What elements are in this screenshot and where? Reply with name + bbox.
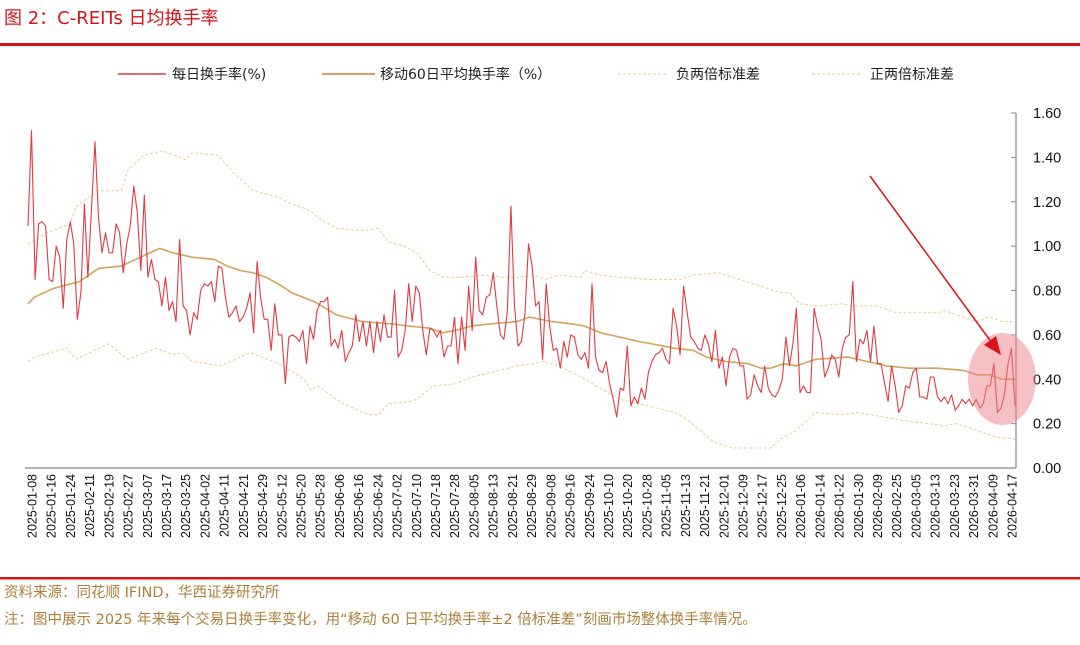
x-tick-label: 2025-07-28 [448, 474, 462, 538]
legend-label-ma: 移动60日平均换手率（%） [380, 66, 551, 83]
x-tick-label: 2025-06-06 [333, 474, 347, 538]
x-tick-label: 2025-03-07 [141, 474, 155, 538]
x-tick-label: 2025-03-25 [179, 474, 193, 538]
y-tick-label: 0.60 [1033, 328, 1061, 344]
y-tick-label: 1.20 [1033, 195, 1061, 211]
x-tick-label: 2026-04-09 [986, 474, 1000, 538]
x-tick-label: 2025-06-24 [371, 474, 385, 538]
annotation-arrow-line [869, 175, 993, 344]
x-tick-label: 2025-08-21 [506, 474, 520, 538]
x-tick-label: 2026-03-31 [967, 474, 981, 538]
series-ma60 [27, 247, 1015, 381]
y-tick-label: 1.40 [1033, 150, 1061, 166]
x-tick-label: 2026-03-13 [929, 474, 943, 538]
title-divider [0, 43, 1080, 46]
x-tick-label: 2026-01-22 [833, 474, 847, 538]
highlight-ellipse [968, 333, 1036, 425]
x-tick-label: 2025-12-09 [736, 474, 750, 538]
highlight-annotation [869, 175, 1036, 425]
series-group [27, 130, 1016, 449]
x-tick-label: 2025-09-08 [544, 474, 558, 538]
x-tick-label: 2025-07-10 [410, 474, 424, 538]
x-tick-label: 2025-08-13 [487, 474, 501, 538]
x-tick-label: 2026-01-14 [813, 474, 827, 538]
x-tick-label: 2025-12-25 [775, 474, 789, 538]
y-tick-label: 0.20 [1033, 417, 1061, 433]
legend-label-lower: 负两倍标准差 [676, 67, 760, 83]
x-tick-label: 2026-04-17 [1006, 474, 1020, 538]
x-tick-label: 2025-05-12 [275, 474, 289, 538]
x-tick-label: 2025-03-17 [160, 474, 174, 538]
series-daily-turnover [27, 130, 1016, 418]
x-tick-label: 2025-06-16 [352, 474, 366, 538]
x-tick-label: 2025-11-13 [679, 474, 693, 537]
y-tick-label: 0.80 [1033, 284, 1061, 300]
x-tick-label: 2025-02-27 [122, 474, 136, 538]
y-tick-label: 1.60 [1033, 106, 1061, 122]
note-text: 注：图中展示 2025 年来每个交易日换手率变化，用“移动 60 日平均换手率±… [4, 610, 757, 628]
y-tick-label: 0.40 [1033, 372, 1061, 388]
series-upper-band [27, 150, 1015, 323]
annotation-arrowhead-icon [984, 336, 1001, 355]
x-tick-label: 2025-11-05 [660, 474, 674, 537]
x-tick-label: 2025-04-21 [237, 474, 251, 538]
x-tick-label: 2026-03-23 [948, 474, 962, 538]
x-tick-label: 2025-05-28 [314, 474, 328, 538]
x-axis-ticks: 2025-01-08 2025-01-16 2025-01-24 2025-02-11… [26, 474, 1020, 538]
figure-title: 图 2：C-REITs 日均换手率 [4, 8, 219, 29]
x-tick-label: 2025-04-29 [256, 474, 270, 538]
x-tick-label: 2025-02-19 [102, 474, 116, 538]
x-tick-label: 2025-08-05 [467, 474, 481, 538]
x-tick-label: 2025-01-08 [26, 474, 40, 538]
footer-divider [0, 577, 1080, 580]
x-tick-label: 2025-07-18 [429, 474, 443, 538]
x-tick-label: 2025-10-10 [602, 474, 616, 538]
x-tick-label: 2025-12-01 [717, 474, 731, 538]
x-tick-label: 2025-08-29 [525, 474, 539, 538]
series-lower-band [27, 343, 1016, 449]
x-tick-label: 2025-12-17 [756, 474, 770, 538]
y-tick-label: 0.00 [1033, 461, 1061, 477]
y-tick-label: 1.00 [1033, 239, 1061, 255]
x-tick-label: 2026-01-30 [852, 474, 866, 538]
x-tick-label: 2026-01-06 [794, 474, 808, 538]
x-tick-label: 2025-10-20 [621, 474, 635, 538]
x-tick-label: 2026-03-05 [909, 474, 923, 538]
x-tick-label: 2025-01-16 [45, 474, 59, 538]
x-tick-label: 2025-04-02 [198, 474, 212, 538]
x-tick-label: 2026-02-25 [890, 474, 904, 538]
x-tick-label: 2025-04-11 [218, 474, 232, 537]
y-axis-ticks: 0.00 0.20 0.40 0.60 0.80 1.00 1.20 1.40 1.60 [1011, 106, 1061, 477]
x-tick-label: 2025-02-11 [83, 474, 97, 537]
x-tick-label: 2025-09-24 [583, 474, 597, 538]
legend-label-daily: 每日换手率(%) [172, 66, 266, 83]
x-tick-label: 2025-05-20 [295, 474, 309, 538]
source-text: 资料来源：同花顺 IFIND，华西证券研究所 [4, 584, 280, 601]
x-tick-label: 2025-09-16 [564, 474, 578, 538]
legend: 每日换手率(%) 移动60日平均换手率（%） 负两倍标准差 正两倍标准差 [118, 66, 954, 83]
legend-label-upper: 正两倍标准差 [870, 67, 954, 83]
x-tick-label: 2025-07-02 [391, 474, 405, 538]
x-tick-label: 2025-01-24 [64, 474, 78, 538]
x-tick-label: 2025-10-28 [640, 474, 654, 538]
x-tick-label: 2025-11-21 [698, 474, 712, 537]
x-tick-label: 2026-02-09 [871, 474, 885, 538]
